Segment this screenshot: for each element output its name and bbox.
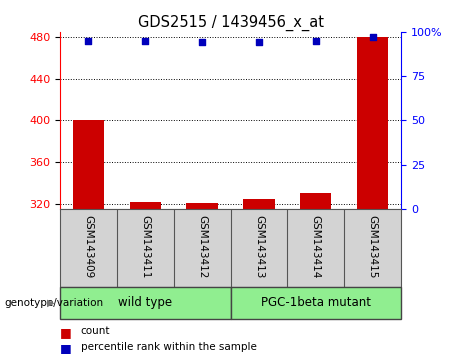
Text: GSM143415: GSM143415 xyxy=(367,215,378,279)
Bar xyxy=(130,201,161,209)
Point xyxy=(142,38,149,44)
Point xyxy=(198,40,206,45)
Bar xyxy=(357,37,388,209)
Text: PGC-1beta mutant: PGC-1beta mutant xyxy=(261,296,371,309)
Text: ■: ■ xyxy=(60,342,71,354)
Title: GDS2515 / 1439456_x_at: GDS2515 / 1439456_x_at xyxy=(137,14,324,30)
Bar xyxy=(230,287,401,319)
Point xyxy=(85,38,92,44)
Text: GSM143411: GSM143411 xyxy=(140,215,150,279)
Point xyxy=(312,38,319,44)
Bar xyxy=(60,287,230,319)
Point xyxy=(369,34,376,40)
Text: percentile rank within the sample: percentile rank within the sample xyxy=(81,342,257,352)
Text: GSM143413: GSM143413 xyxy=(254,215,264,279)
Point xyxy=(255,40,263,45)
Bar xyxy=(73,120,104,209)
Text: GSM143414: GSM143414 xyxy=(311,215,321,279)
Text: wild type: wild type xyxy=(118,296,172,309)
Text: GSM143412: GSM143412 xyxy=(197,215,207,279)
Text: count: count xyxy=(81,326,110,336)
Bar xyxy=(186,202,218,209)
Text: ■: ■ xyxy=(60,326,71,339)
Text: ▶: ▶ xyxy=(47,298,54,308)
Text: genotype/variation: genotype/variation xyxy=(5,298,104,308)
Bar xyxy=(243,200,275,209)
Bar xyxy=(300,193,331,209)
Text: GSM143409: GSM143409 xyxy=(83,215,94,278)
